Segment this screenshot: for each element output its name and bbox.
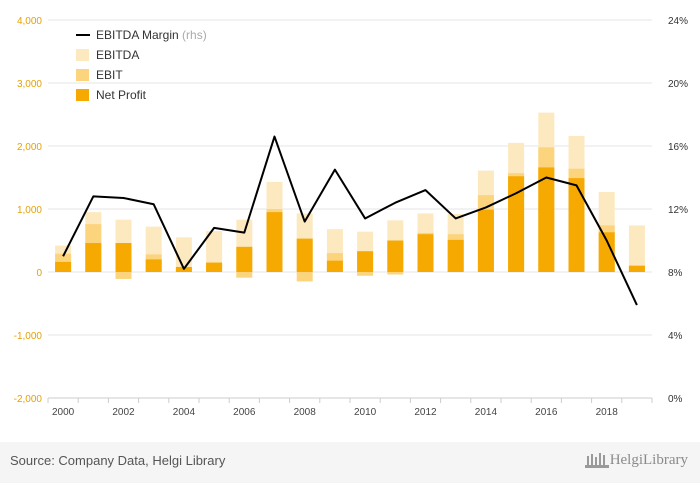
net-profit-bar xyxy=(568,178,585,272)
net-profit-bar xyxy=(236,246,253,272)
y-right-tick-label: 0% xyxy=(668,394,683,405)
ebit-bar xyxy=(236,272,253,278)
helgi-library-logo[interactable]: HelgiLibrary xyxy=(584,451,688,469)
net-profit-bar xyxy=(508,176,525,272)
y-left-tick-label: 2,000 xyxy=(17,142,42,153)
y-left-tick-label: -2,000 xyxy=(14,394,43,405)
source-text: Source: Company Data, Helgi Library xyxy=(10,453,226,468)
legend-label: EBITDA Margin (rhs) xyxy=(96,28,207,42)
x-tick-label: 2012 xyxy=(414,407,437,418)
footer: Source: Company Data, Helgi Library Helg… xyxy=(0,442,700,483)
net-profit-bar xyxy=(85,243,102,272)
ebit-bar xyxy=(296,272,313,282)
legend-label: Net Profit xyxy=(96,88,147,102)
margin-line xyxy=(62,135,638,306)
y-right-tick-label: 8% xyxy=(668,268,683,279)
y-left-tick-label: 3,000 xyxy=(17,79,42,90)
y-left-tick-label: 4,000 xyxy=(17,16,42,27)
legend-swatch xyxy=(76,89,89,101)
net-profit-bar xyxy=(266,212,283,272)
ebitda-bar xyxy=(628,225,645,272)
net-profit-bar xyxy=(387,240,404,272)
x-tick-label: 2016 xyxy=(535,407,558,418)
x-tick-label: 2010 xyxy=(354,407,377,418)
net-profit-bar xyxy=(628,265,645,272)
net-profit-bar xyxy=(115,243,132,272)
x-tick-label: 2018 xyxy=(596,407,619,418)
y-right-tick-label: 24% xyxy=(668,16,688,27)
y-axis-labels: -2,000 -1,000 0 1,000 2,000 3,000 4,000 0% 4% 8% 1… xyxy=(14,16,688,405)
y-right-tick-label: 16% xyxy=(668,142,688,153)
ebitda-bar xyxy=(206,231,223,272)
y-right-tick-label: 4% xyxy=(668,331,683,342)
ebit-bar xyxy=(357,272,374,276)
net-profit-bar xyxy=(477,209,494,272)
ebit-bar xyxy=(115,272,132,279)
y-left-tick-label: -1,000 xyxy=(14,331,43,342)
ebit-bar xyxy=(387,272,404,275)
legend-label: EBITDA xyxy=(96,48,139,62)
x-tick-label: 2008 xyxy=(294,407,317,418)
legend-swatch xyxy=(76,49,89,61)
y-left-tick-label: 0 xyxy=(36,268,42,279)
net-profit-bar xyxy=(206,262,223,272)
net-profit-bar xyxy=(447,239,464,272)
x-tick-label: 2000 xyxy=(52,407,75,418)
y-left-tick-label: 1,000 xyxy=(17,205,42,216)
logo-text: HelgiLibrary xyxy=(609,451,688,468)
legend: EBITDA Margin (rhs) EBITDA EBIT Net Profit xyxy=(76,28,207,102)
net-profit-bar xyxy=(598,232,615,272)
net-profit-bar xyxy=(538,167,555,272)
bars xyxy=(55,112,645,282)
x-ticks: 2000 2002 2004 2006 2008 2010 2012 2014 2016 2018 xyxy=(47,398,653,418)
x-tick-label: 2006 xyxy=(233,407,256,418)
net-profit-bar xyxy=(357,251,374,272)
chart: 2000 2002 2004 2006 2008 2010 2012 2014 2016 2018… xyxy=(14,16,688,418)
x-tick-label: 2002 xyxy=(112,407,135,418)
gridlines xyxy=(48,19,652,336)
net-profit-bar xyxy=(326,260,343,272)
net-profit-bar xyxy=(145,259,162,272)
legend-label: EBIT xyxy=(96,68,123,82)
x-tick-label: 2004 xyxy=(173,407,196,418)
x-tick-label: 2014 xyxy=(475,407,498,418)
legend-swatch xyxy=(76,69,89,81)
y-right-tick-label: 12% xyxy=(668,205,688,216)
net-profit-bar xyxy=(417,234,434,272)
library-icon xyxy=(584,453,609,468)
net-profit-bar xyxy=(55,261,72,272)
net-profit-bar xyxy=(296,238,313,272)
ebitda-margin-line xyxy=(62,135,638,306)
y-right-tick-label: 20% xyxy=(668,79,688,90)
legend-label-suffix: (rhs) xyxy=(179,28,207,42)
